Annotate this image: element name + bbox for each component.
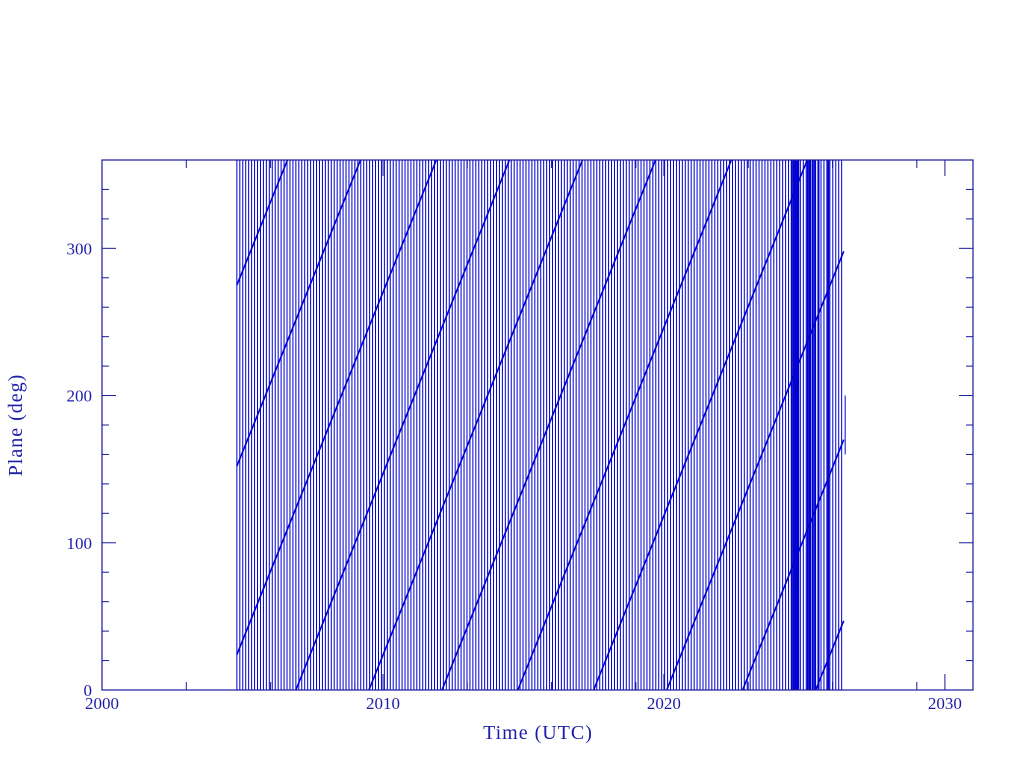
- x-tick-label: 2030: [928, 694, 962, 713]
- drift-segment: [814, 620, 845, 691]
- drift-segment: [236, 159, 362, 467]
- plot-lines: [236, 159, 846, 691]
- drift-segment: [741, 439, 845, 691]
- tick-labels: 2000 2010 2020 2030 0 100 200 300: [67, 239, 962, 713]
- drift-segment: [295, 159, 511, 691]
- drift-segment: [236, 159, 438, 655]
- drift-segment: [666, 250, 845, 691]
- x-tick-label: 2010: [366, 694, 400, 713]
- drift-segment: [441, 159, 657, 691]
- drift-segment: [517, 159, 733, 691]
- y-axis-label: Plane (deg): [5, 374, 27, 477]
- drift-segment: [368, 159, 584, 691]
- drift-segment: [592, 159, 808, 691]
- y-tick-label: 200: [67, 387, 93, 406]
- x-tick-label: 2000: [85, 694, 119, 713]
- y-tick-label: 0: [84, 681, 93, 700]
- x-tick-label: 2020: [647, 694, 681, 713]
- axis-ticks: [101, 159, 973, 691]
- drift-segment: [236, 159, 289, 286]
- y-tick-label: 300: [67, 239, 93, 258]
- x-axis-label: Time (UTC): [483, 722, 593, 744]
- y-tick-label: 100: [67, 534, 93, 553]
